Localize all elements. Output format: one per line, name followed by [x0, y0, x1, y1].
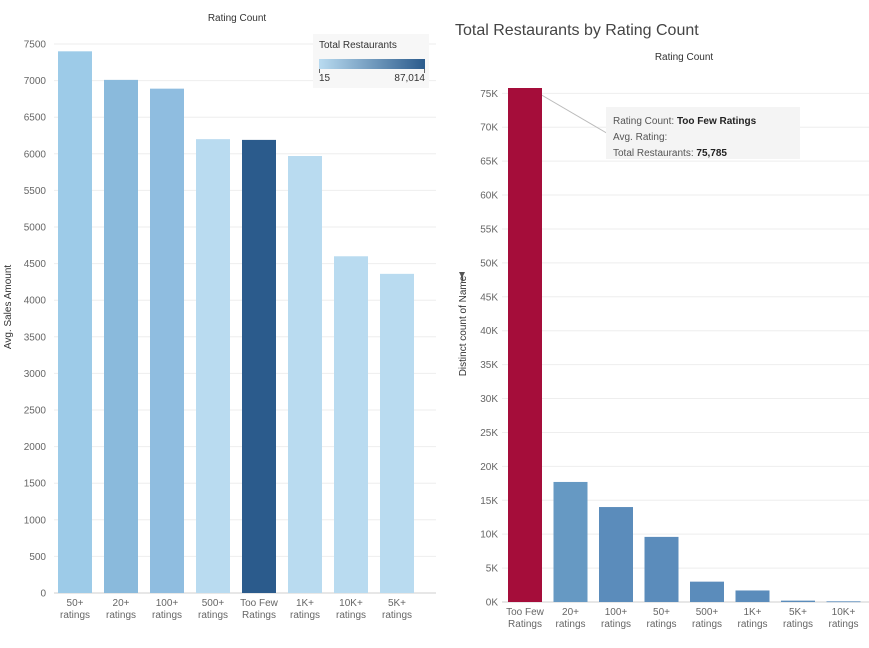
y-tick-label: 65K [480, 157, 498, 168]
bar-1k-ratings[interactable] [288, 155, 322, 593]
x-tick-label: 100+ ratings [601, 607, 631, 630]
bar-50-ratings[interactable] [58, 51, 92, 593]
x-tick-label: 20+ ratings [555, 607, 585, 630]
x-tick-label: 10K+ ratings [336, 598, 366, 621]
bar-tooltip: Rating Count: Too Few Ratings Avg. Ratin… [606, 107, 800, 159]
y-tick-label: 70K [480, 123, 498, 134]
x-tick-label: 500+ ratings [692, 607, 722, 630]
left-bar-chart: Rating Count Avg. Sales Amount 0 500 1000 1… [3, 13, 436, 621]
tooltip-rating-count-value: Too Few Ratings [676, 116, 757, 127]
tooltip-total-row: Total Restaurants: 75,785 [613, 146, 800, 162]
tooltip-leader-line [532, 89, 611, 136]
tooltip-rating-count-label: Rating Count: [613, 116, 675, 127]
tooltip-total-label: Total Restaurants: [613, 148, 694, 159]
bar-too-few-ratings[interactable] [242, 139, 276, 593]
legend-title: Total Restaurants [319, 40, 397, 51]
x-tick-label: Too Few Ratings [240, 598, 279, 621]
dashboard-title: Total Restaurants by Rating Count [453, 22, 701, 40]
x-tick-label: 20+ ratings [106, 598, 136, 621]
tooltip-avg-rating-label: Avg. Rating: [613, 132, 668, 143]
x-tick-label: 5K+ ratings [783, 607, 813, 630]
x-tick-label: 10K+ ratings [828, 607, 858, 630]
y-tick-label: 50K [480, 258, 498, 269]
right-chart-subtitle: Rating Count [655, 52, 714, 63]
y-tick-label: 10K [480, 530, 498, 541]
x-tick-label: 50+ ratings [60, 598, 90, 621]
color-legend[interactable]: Total Restaurants 15 87,014 [313, 34, 429, 88]
y-tick-label: 7500 [24, 40, 47, 51]
bar-1k-ratings[interactable] [735, 590, 770, 602]
left-y-axis-label: Avg. Sales Amount [3, 265, 14, 350]
y-tick-label: 5500 [24, 186, 47, 197]
legend-max-tick [424, 69, 425, 73]
bar-100-ratings[interactable] [599, 507, 633, 602]
y-tick-label: 40K [480, 326, 498, 337]
bar-500-ratings[interactable] [196, 139, 230, 593]
y-tick-label: 4000 [24, 296, 47, 307]
x-tick-label: Too Few Ratings [506, 607, 545, 630]
y-tick-label: 75K [480, 89, 498, 100]
tooltip-total-value: 75,785 [696, 148, 727, 159]
y-tick-label: 25K [480, 428, 498, 439]
bar-10k-ratings[interactable] [826, 601, 861, 603]
y-tick-label: 45K [480, 292, 498, 303]
y-tick-label: 3000 [24, 369, 47, 380]
legend-min-label: 15 [319, 73, 331, 84]
y-tick-label: 6000 [24, 149, 47, 160]
y-tick-label: 20K [480, 462, 498, 473]
left-chart-panel: Rating Count Avg. Sales Amount 0 500 1000 1… [3, 13, 436, 621]
bar-5k-ratings[interactable] [781, 600, 815, 602]
tooltip-rating-count-row: Rating Count: Too Few Ratings [613, 114, 800, 130]
bar-10k-ratings[interactable] [334, 256, 368, 593]
y-tick-label: 7000 [24, 76, 47, 87]
x-tick-label: 5K+ ratings [382, 598, 412, 621]
pin-icon[interactable] [459, 272, 465, 282]
x-tick-label: 100+ ratings [152, 598, 182, 621]
y-tick-label: 2500 [24, 406, 47, 417]
tooltip-avg-rating-row: Avg. Rating: [613, 130, 800, 146]
y-tick-label: 1500 [24, 479, 47, 490]
y-tick-label: 0K [486, 598, 499, 609]
y-tick-label: 5000 [24, 223, 47, 234]
y-tick-label: 5K [486, 564, 499, 575]
y-tick-label: 4500 [24, 259, 47, 270]
bar-20-ratings[interactable] [104, 79, 138, 594]
y-tick-label: 35K [480, 360, 498, 371]
left-chart-title: Rating Count [208, 13, 267, 24]
y-tick-label: 6500 [24, 113, 47, 124]
y-tick-label: 0 [40, 589, 46, 600]
y-tick-label: 55K [480, 224, 498, 235]
legend-min-tick [319, 69, 320, 73]
y-tick-label: 30K [480, 394, 498, 405]
x-tick-label: 500+ ratings [198, 598, 228, 621]
x-tick-label: 50+ ratings [646, 607, 676, 630]
bar-too-few-ratings[interactable] [508, 88, 542, 602]
bar-50-ratings[interactable] [644, 536, 679, 602]
bar-100-ratings[interactable] [150, 88, 184, 593]
legend-max-label: 87,014 [394, 73, 425, 84]
bar-500-ratings[interactable] [690, 581, 724, 602]
x-tick-label: 1K+ ratings [737, 607, 767, 630]
y-tick-label: 3500 [24, 332, 47, 343]
y-tick-label: 60K [480, 191, 498, 202]
right-y-axis-label: Distinct count of Name [458, 275, 469, 376]
y-tick-label: 15K [480, 496, 498, 507]
bar-5k-ratings[interactable] [380, 273, 414, 593]
right-chart-panel: Rating Count Distinct count of Name 0K 5K… [440, 0, 869, 643]
y-tick-label: 500 [29, 552, 46, 563]
x-tick-label: 1K+ ratings [290, 598, 320, 621]
right-bar-chart: Rating Count Distinct count of Name 0K 5K… [458, 52, 869, 630]
y-tick-label: 2000 [24, 442, 47, 453]
bar-20-ratings[interactable] [553, 481, 588, 602]
legend-color-ramp [319, 59, 425, 69]
y-tick-label: 1000 [24, 515, 47, 526]
